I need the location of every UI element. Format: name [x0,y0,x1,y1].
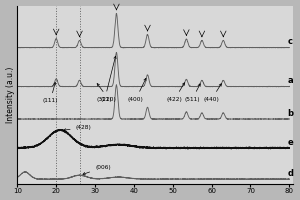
Text: (311): (311) [97,56,116,102]
Text: c: c [287,37,292,46]
Text: (440): (440) [204,84,221,102]
Y-axis label: Intensity (a.u.): Intensity (a.u.) [6,67,15,123]
Text: d: d [287,169,293,178]
Text: e: e [287,138,293,147]
Text: a: a [287,76,293,85]
Text: (428): (428) [64,125,92,131]
Text: (422): (422) [167,83,184,102]
Text: (220): (220) [97,84,117,102]
Text: b: b [287,109,293,118]
Text: (400): (400) [128,78,146,102]
Text: (006): (006) [83,165,111,175]
Text: (111): (111) [43,82,58,103]
Text: (511): (511) [184,84,200,102]
